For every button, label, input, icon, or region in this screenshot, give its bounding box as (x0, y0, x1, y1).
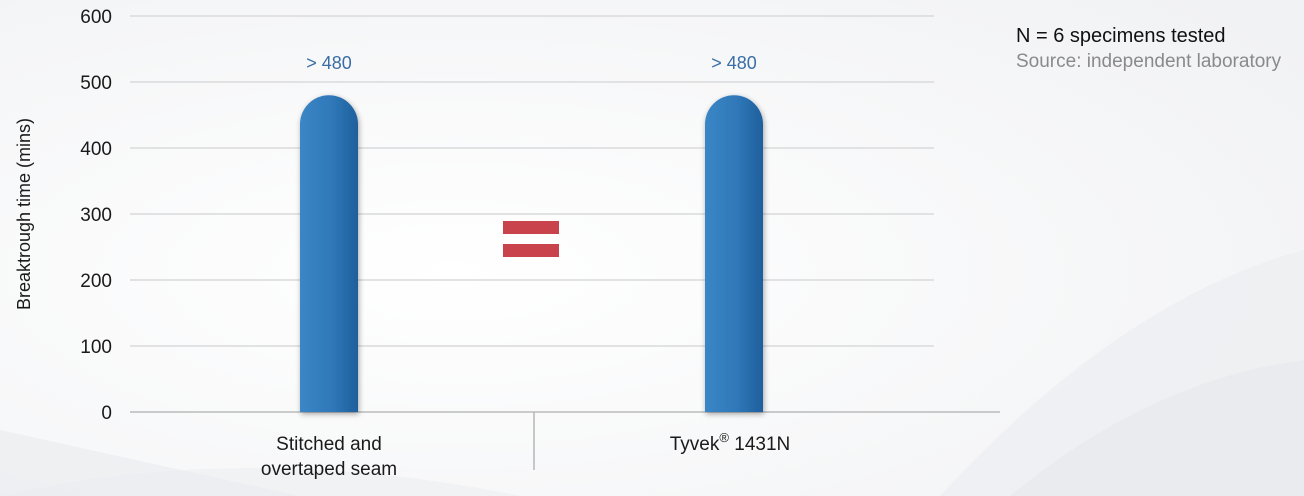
y-axis-title: Breaktrough time (mins) (14, 118, 34, 310)
equals-sign-icon (503, 221, 559, 257)
y-tick-label: 0 (101, 403, 112, 424)
x-category-label: overtaped seam (261, 459, 397, 480)
y-axis-ticks: 0 100 200 300 400 500 600 (80, 7, 112, 424)
notes-panel: N = 6 specimens tested Source: independe… (1016, 24, 1304, 74)
y-tick-label: 600 (80, 7, 112, 28)
data-labels: > 480 > 480 (306, 53, 757, 73)
bar (300, 95, 358, 412)
x-category-label: Stitched and (276, 434, 382, 455)
equals-bar-bottom (503, 244, 559, 257)
x-category-label: Tyvek® 1431N (670, 430, 791, 455)
equals-bar-top (503, 221, 559, 234)
bars (300, 95, 763, 412)
bar (705, 95, 763, 412)
bar-value-label: > 480 (306, 53, 352, 73)
x-axis (130, 411, 1000, 470)
x-axis-categories: Stitched and overtaped seam Tyvek® 1431N (261, 430, 790, 480)
specimen-note: N = 6 specimens tested (1016, 25, 1226, 47)
bar-value-label: > 480 (711, 53, 757, 73)
gridlines (130, 15, 934, 347)
y-tick-label: 100 (80, 337, 112, 358)
source-note: Source: independent laboratory (1016, 51, 1282, 72)
y-tick-label: 500 (80, 73, 112, 94)
y-tick-label: 200 (80, 271, 112, 292)
y-tick-label: 400 (80, 139, 112, 160)
y-tick-label: 300 (80, 205, 112, 226)
